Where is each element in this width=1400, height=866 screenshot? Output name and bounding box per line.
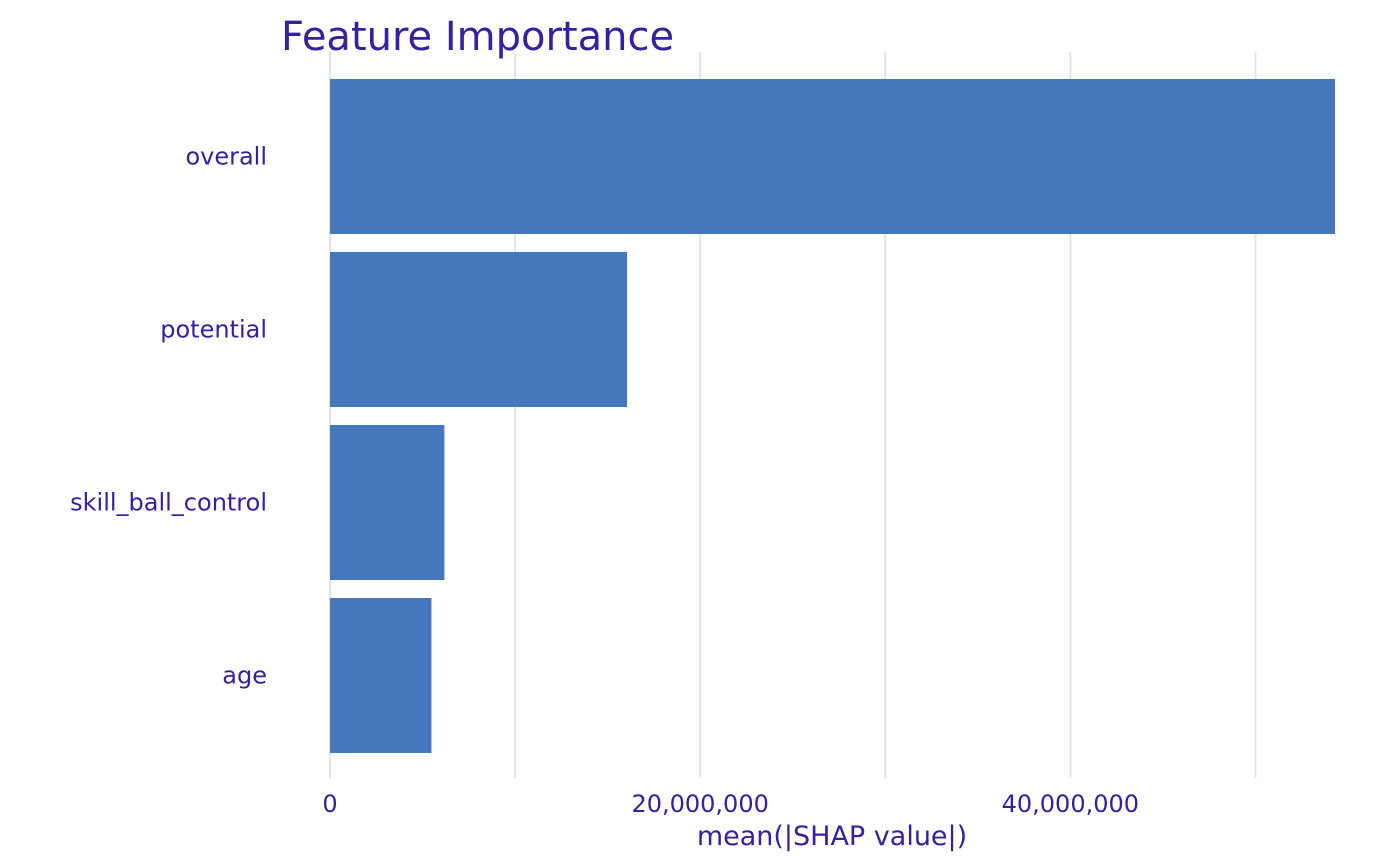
bar-age bbox=[330, 598, 432, 753]
x-tick-labels: 0 20,000,000 40,000,000 bbox=[322, 790, 1139, 818]
category-label: overall bbox=[185, 143, 267, 171]
bar-potential bbox=[330, 252, 628, 407]
category-label: potential bbox=[160, 316, 267, 344]
category-label: skill_ball_control bbox=[70, 489, 267, 517]
x-axis-title: mean(|SHAP value|) bbox=[697, 821, 967, 852]
chart-title: Feature Importance bbox=[281, 14, 674, 60]
x-tick-label: 40,000,000 bbox=[1002, 790, 1139, 818]
x-tick-label: 20,000,000 bbox=[631, 790, 768, 818]
bars bbox=[330, 79, 1335, 753]
bar-skill-ball-control bbox=[330, 425, 445, 580]
x-tick-label: 0 bbox=[322, 790, 337, 818]
category-label: age bbox=[222, 662, 267, 690]
bar-overall bbox=[330, 79, 1335, 234]
